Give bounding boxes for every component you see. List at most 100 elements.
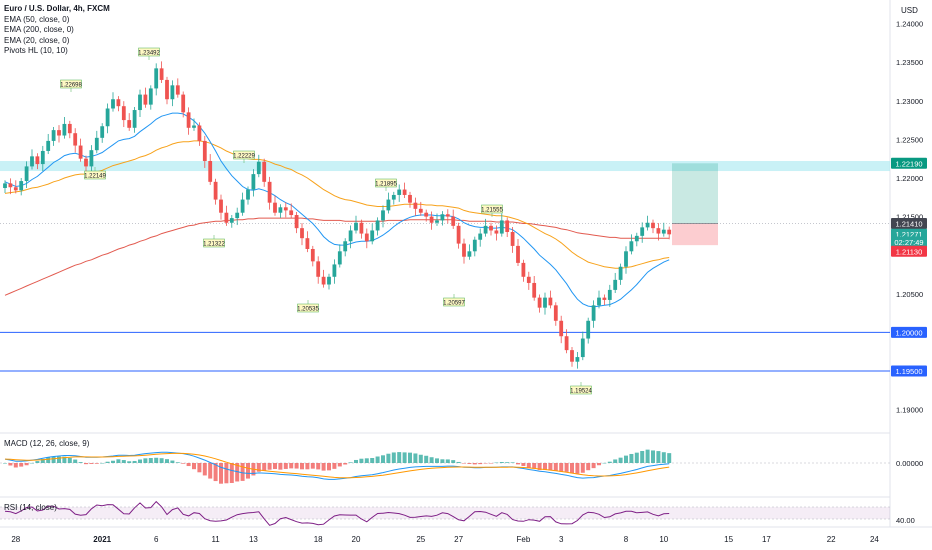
candle-body [570, 350, 574, 362]
price-badge-label: 1.21130 [896, 247, 923, 256]
macd-hist-bar [532, 463, 537, 469]
price-badge-label: 1.22190 [895, 159, 922, 168]
candle-body [235, 212, 240, 219]
candle-body [305, 238, 310, 249]
macd-hist-bar [294, 463, 299, 469]
candle-body [645, 222, 650, 228]
macd-hist-bar [548, 463, 553, 471]
macd-hist-bar [462, 463, 466, 464]
time-tick-label: 8 [624, 535, 629, 544]
macd-hist-bar [208, 463, 213, 479]
macd-hist-bar [159, 458, 164, 463]
candle-body [197, 125, 202, 141]
macd-hist-bar [273, 463, 277, 469]
legend-ema200[interactable]: EMA (200, close, 0) [4, 25, 74, 34]
macd-hist-bar [116, 459, 121, 463]
candle-body [154, 68, 159, 89]
macd-line [4, 451, 670, 480]
candle-body [143, 94, 148, 105]
candle-body [354, 222, 358, 231]
candle-body [467, 251, 472, 257]
rsi-line [4, 500, 670, 526]
candle-body [170, 85, 175, 100]
candle-body [84, 158, 88, 167]
pivot-label: 1.21895 [375, 181, 397, 187]
candle-body [186, 112, 191, 128]
candle-body [418, 208, 423, 213]
rsi-label[interactable]: RSI (14, close) [4, 503, 57, 512]
candle-body [489, 225, 493, 231]
price-badge-label: 02:27:49 [894, 238, 923, 247]
macd-hist-bar [127, 461, 132, 463]
ema20-line [4, 112, 670, 308]
candle-body [116, 99, 121, 107]
macd-hist-bar [94, 463, 99, 464]
macd-hist-bar [143, 458, 148, 463]
candle-body [559, 320, 564, 337]
candle-body [46, 140, 51, 151]
macd-hist-bar [3, 463, 7, 464]
macd-hist-bar [175, 462, 180, 463]
macd-hist-bar [580, 463, 585, 473]
macd-hist-bar [165, 459, 169, 463]
candle-body [375, 220, 380, 231]
candle-body [651, 222, 655, 229]
macd-hist-bar [634, 452, 639, 463]
candle-body [148, 88, 153, 105]
macd-hist-bar [30, 462, 34, 464]
candle-body [661, 229, 666, 234]
price-badge-label: 1.21271 [895, 230, 922, 239]
legend-ema50[interactable]: EMA (50, close, 0) [4, 14, 70, 24]
candle-body [462, 243, 466, 257]
macd-hist-bar [472, 463, 477, 465]
macd-hist-bar [316, 463, 321, 470]
candle-body [381, 210, 385, 221]
time-tick-label: 25 [416, 535, 425, 544]
candle-body [89, 150, 94, 167]
macd-hist-bar [553, 463, 558, 471]
candle-body [505, 220, 510, 233]
pivot-label: 1.23492 [138, 50, 160, 56]
macd-hist-bar [89, 463, 94, 464]
candle-body [310, 248, 315, 262]
candle-body [94, 137, 99, 151]
macd-hist-bar [543, 463, 547, 470]
candle-body [597, 297, 601, 306]
candles-group [3, 61, 672, 369]
macd-hist-bar [575, 463, 580, 474]
candle-body [402, 189, 407, 195]
candle-body [35, 156, 40, 165]
candle-body [526, 276, 531, 283]
macd-hist-bar [267, 463, 272, 470]
candle-body [132, 110, 137, 128]
candle-body [429, 216, 434, 223]
candle-body [521, 262, 526, 277]
legend-pivots[interactable]: Pivots HL (10, 10) [4, 46, 68, 55]
candle-body [321, 276, 326, 285]
candle-body [397, 189, 402, 195]
candle-body [181, 94, 186, 113]
macd-hist-bar [424, 455, 429, 463]
macd-hist-bar [219, 463, 223, 484]
macd-hist-bar [607, 461, 612, 463]
legend-ema20[interactable]: EMA (20, close, 0) [4, 35, 70, 45]
candle-body [159, 68, 164, 80]
position-stop-zone [672, 223, 718, 246]
candle-body [251, 174, 256, 190]
candle-body [67, 123, 72, 134]
pivot-label: 1.20535 [297, 306, 319, 312]
candle-body [478, 233, 483, 240]
time-tick-label: 20 [352, 535, 361, 544]
legend-title: Euro / U.S. Dollar, 4h, FXCM [4, 4, 110, 13]
pivot-label: 1.19524 [570, 388, 592, 394]
macd-hist-bar [337, 463, 342, 467]
candle-body [456, 225, 461, 244]
candle-body [294, 215, 299, 229]
chart-legend: Euro / U.S. Dollar, 4h, FXCM EMA (50, cl… [4, 4, 110, 57]
candle-body [435, 220, 439, 223]
pivot-label: 1.22229 [233, 153, 255, 159]
macd-hist-bar [40, 458, 45, 463]
resistance-zone [0, 160, 890, 172]
macd-label[interactable]: MACD (12, 26, close, 9) [4, 439, 90, 448]
